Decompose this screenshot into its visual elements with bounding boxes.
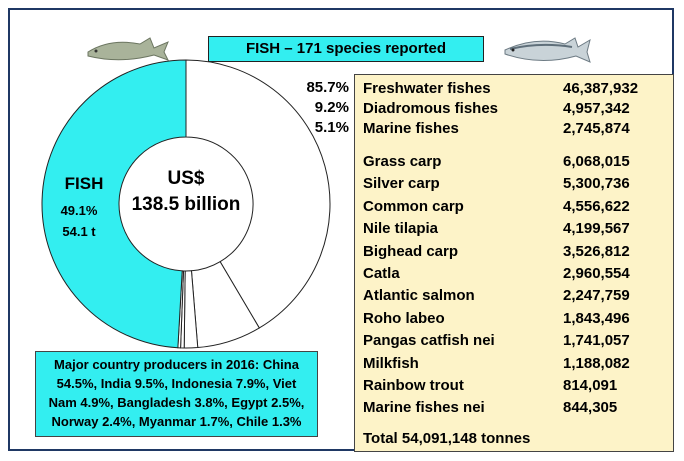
species-name: Rainbow trout — [363, 377, 464, 395]
species-tonnes: 3,526,812 — [563, 243, 630, 261]
species-name: Atlantic salmon — [363, 287, 475, 305]
species-tonnes: 2,960,554 — [563, 265, 630, 283]
share-label: 5.1% — [315, 119, 349, 137]
species-tonnes: 4,556,622 — [563, 198, 630, 216]
center-label: US$ — [168, 168, 205, 189]
species-tonnes: 5,300,736 — [563, 175, 630, 193]
group-name: Freshwater fishes — [363, 80, 491, 98]
species-name: Marine fishes nei — [363, 399, 485, 417]
group-name: Diadromous fishes — [363, 100, 498, 118]
share-label: 85.7% — [306, 79, 349, 97]
group-tonnes: 4,957,342 — [563, 100, 630, 118]
species-tonnes: 1,741,057 — [563, 332, 630, 350]
species-name: Roho labeo — [363, 310, 445, 328]
title: FISH – 171 species reported — [208, 36, 484, 62]
weight-label: 54.1 t — [62, 224, 96, 239]
species-tonnes: 4,199,567 — [563, 220, 630, 238]
species-name: Milkfish — [363, 355, 419, 373]
total-label: Total 54,091,148 tonnes — [363, 430, 530, 448]
slice-name: FISH — [65, 174, 104, 193]
species-name: Bighead carp — [363, 243, 458, 261]
species-name: Nile tilapia — [363, 220, 438, 238]
group-tonnes: 46,387,932 — [563, 80, 638, 98]
species-name: Grass carp — [363, 153, 441, 171]
species-tonnes: 2,247,759 — [563, 287, 630, 305]
group-name: Marine fishes — [363, 120, 459, 138]
species-name: Pangas catfish nei — [363, 332, 495, 350]
share-label: 9.2% — [315, 99, 349, 117]
species-tonnes: 1,188,082 — [563, 355, 630, 373]
fish-icon — [88, 38, 168, 60]
center-label: 138.5 billion — [132, 194, 241, 215]
species-tonnes: 814,091 — [563, 377, 617, 395]
species-name: Silver carp — [363, 175, 440, 193]
species-name: Common carp — [363, 198, 464, 216]
species-tonnes: 1,843,496 — [563, 310, 630, 328]
species-name: Catla — [363, 265, 400, 283]
group-tonnes: 2,745,874 — [563, 120, 630, 138]
salmon-icon — [505, 38, 590, 62]
producers-note: Major country producers in 2016: China 5… — [35, 351, 318, 437]
species-tonnes: 6,068,015 — [563, 153, 630, 171]
species-tonnes: 844,305 — [563, 399, 617, 417]
slice-value-label: 49.1% — [61, 203, 98, 218]
page: {"title": "FISH – 171 species reported",… — [0, 0, 684, 461]
species-table: Freshwater fishes 46,387,932 Diadromous fi… — [354, 74, 674, 452]
